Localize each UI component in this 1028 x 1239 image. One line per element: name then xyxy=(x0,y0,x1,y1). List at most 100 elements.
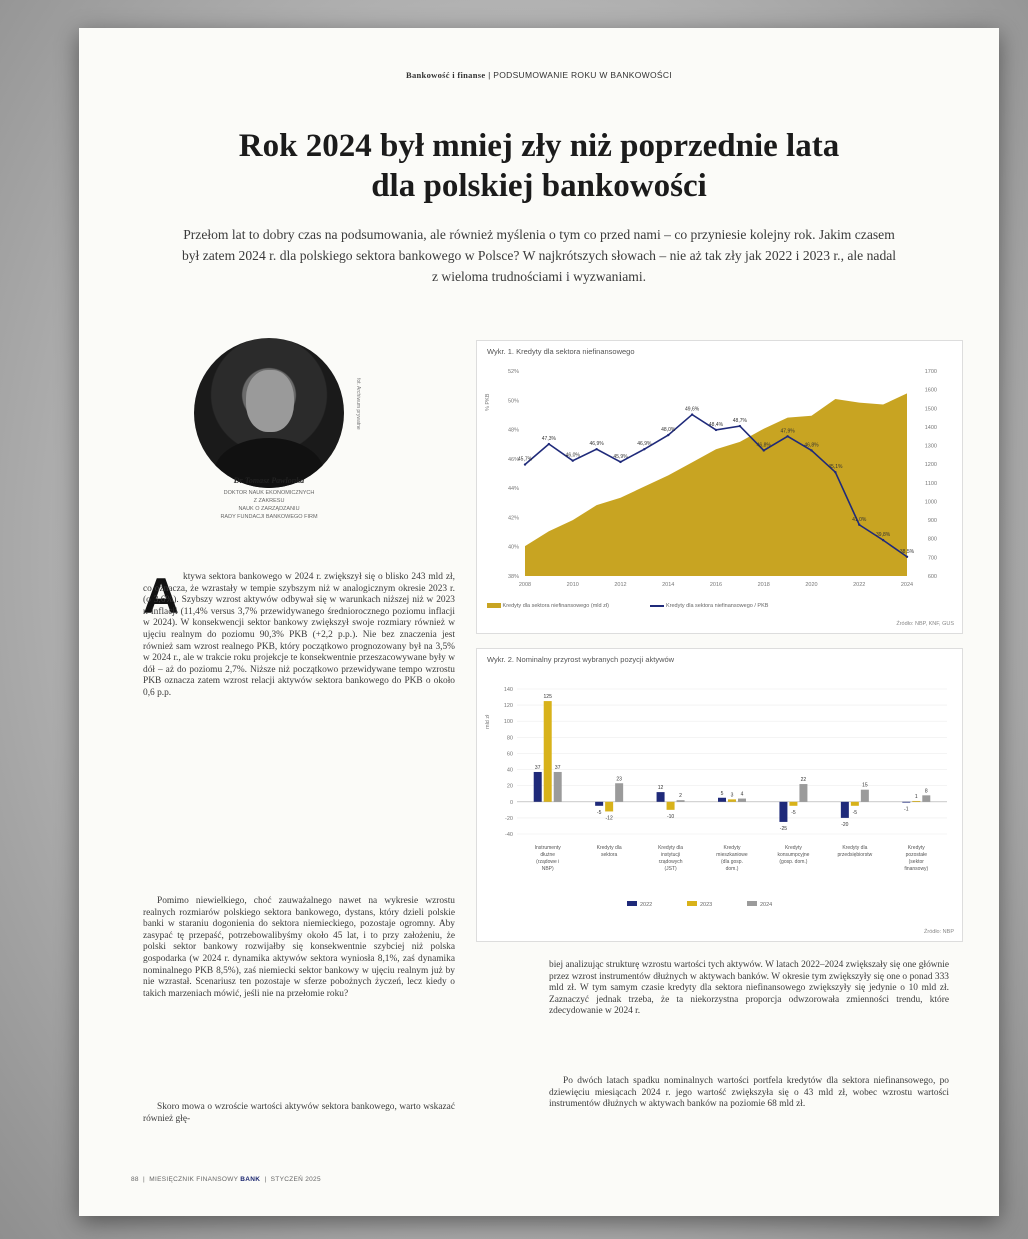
chart-2-bar xyxy=(799,784,808,802)
chart-1-line-point xyxy=(905,555,909,558)
chart-2-data-label: 12 xyxy=(658,785,664,791)
legend-swatch-area xyxy=(487,603,501,609)
chart-2-data-label: 37 xyxy=(535,765,541,771)
chart-2-bar xyxy=(676,800,685,802)
chart-2-bar xyxy=(860,789,869,802)
chart-1-line-point xyxy=(547,442,551,446)
photo-credit: fot. Archiwum prywatne xyxy=(355,378,361,430)
chart-1-box: Wykr. 1. Kredyty dla sektora niefinansow… xyxy=(476,340,963,634)
magazine-name-prefix: MIESIĘCZNIK FINANSOWY xyxy=(149,1176,239,1183)
chart-1-line-point xyxy=(714,428,718,432)
chart-1-right-tick: 1500 xyxy=(925,406,937,412)
chart-2-category-label: Kredyty mieszkaniowe (dla gosp. dom.) xyxy=(716,845,748,872)
issue-date: STYCZEŃ 2025 xyxy=(270,1176,321,1183)
chart-2-data-label: -20 xyxy=(841,822,848,828)
chart-1-right-tick: 800 xyxy=(928,537,937,543)
chart-1-x-tick: 2024 xyxy=(901,582,913,588)
chart-2-data-label: -12 xyxy=(606,815,613,821)
chart-1-line-point xyxy=(619,460,622,464)
chart-1-line-point xyxy=(571,459,574,462)
chart-2-data-label: -5 xyxy=(853,810,858,816)
chart-2-data-label: 4 xyxy=(741,792,744,798)
chart-2-data-label: -25 xyxy=(780,826,787,832)
author-body xyxy=(214,438,324,488)
chart-1-right-tick: 1100 xyxy=(925,481,937,487)
chart-2-box: Wykr. 2. Nominalny przyrost wybranych po… xyxy=(476,648,963,942)
chart-1-left-tick: 42% xyxy=(508,515,519,521)
chart-1-left-axis-label: % PKB xyxy=(485,393,491,411)
chart-2-data-label: 5 xyxy=(721,791,724,797)
chart-2-legend-swatch xyxy=(627,901,637,906)
chart-1-left-tick: 38% xyxy=(508,574,519,580)
chart-2-data-label: 22 xyxy=(801,777,807,783)
chart-2-y-tick: 0 xyxy=(510,800,513,806)
chart-1-title: Wykr. 1. Kredyty dla sektora niefinansow… xyxy=(487,347,635,356)
chart-2-category-label-line: NBP) xyxy=(542,866,554,872)
chart-2-bar xyxy=(666,801,675,810)
chart-2-bar xyxy=(595,801,604,806)
chart-1-right-tick: 1300 xyxy=(925,444,937,450)
author-face xyxy=(246,370,294,432)
chart-1-line-point xyxy=(881,538,885,542)
chart-1-x-tick: 2008 xyxy=(519,582,531,588)
chart-2-category-label-line: (gosp. dom.) xyxy=(779,859,807,865)
author-photo xyxy=(194,338,344,488)
chart-1-data-label: 38,5% xyxy=(900,549,915,555)
chart-2-data-label: -5 xyxy=(791,810,796,816)
page-footer: 88 | MIESIĘCZNIK FINANSOWY BANK | STYCZE… xyxy=(131,1176,321,1183)
chart-2-legend-label: 2023 xyxy=(700,902,712,908)
chart-2-category-label-line: przedsiębiorstw xyxy=(837,852,872,858)
chart-1-data-label: 39,8% xyxy=(876,532,891,538)
chart-1-left-tick: 44% xyxy=(508,486,519,492)
chart-2-y-tick: 20 xyxy=(507,784,513,790)
chart-2-bar xyxy=(850,801,859,806)
chart-1-x-tick: 2016 xyxy=(710,582,722,588)
chart-1-right-tick: 1600 xyxy=(925,388,937,394)
chart-1-data-label: 48,0% xyxy=(661,427,676,433)
section-topic: PODSUMOWANIE ROKU W BANKOWOŚCI xyxy=(493,70,672,80)
title-line-2: dla polskiej bankowości xyxy=(371,168,707,204)
chart-2-bar xyxy=(718,797,726,802)
chart-2-category-label-line: pozostałe xyxy=(906,852,928,858)
chart-2-category-label-line: dom.) xyxy=(726,866,739,872)
chart-1-right-tick: 1200 xyxy=(925,462,937,468)
chart-2-bar xyxy=(656,792,665,802)
chart-1-line-point xyxy=(523,463,527,466)
chart-2-category-label-line: rządowych xyxy=(659,859,683,865)
chart-2-category-label-line: mieszkaniowe xyxy=(716,852,748,858)
column-2-paragraph-1: biej analizując strukturę wzrostu wartoś… xyxy=(549,960,949,1017)
chart-2-category-label: Kredyty dla sektora xyxy=(597,845,622,858)
chart-1-line-point xyxy=(762,449,765,452)
column-1-paragraph-2: Pomimo niewielkiego, choć zauważalnego n… xyxy=(143,896,455,999)
chart-2-data-label: 3 xyxy=(731,792,734,798)
title-line-1: Rok 2024 był mniej zły niż poprzednie la… xyxy=(238,128,840,164)
chart-1-data-label: 47,9% xyxy=(781,428,796,434)
chart-1-left-tick: 52% xyxy=(508,369,519,375)
chart-1-line-point xyxy=(738,424,742,428)
chart-1-data-label: 46,9% xyxy=(637,441,652,447)
chart-1-source: Źródło: NBP, KNF, GUS xyxy=(896,621,954,627)
chart-1-right-tick: 1400 xyxy=(925,425,937,431)
chart-1-right-tick: 600 xyxy=(928,574,937,580)
legend-line-label: Kredyty dla sektora niefinansowego / PKB xyxy=(665,603,769,609)
page-number: 88 xyxy=(131,1176,139,1183)
chart-1-x-tick: 2010 xyxy=(567,582,579,588)
chart-2-category-label-line: (sektor xyxy=(909,859,925,865)
chart-2-y-tick: 40 xyxy=(507,768,513,774)
chart-2-category-label-line: instytucji xyxy=(661,852,680,858)
chart-1-line-point xyxy=(786,435,789,438)
chart-2-category-label-line: Kredyty dla xyxy=(658,845,683,851)
chart-2-category-label-line: Instrumenty xyxy=(535,845,562,851)
chart-2-data-label: -10 xyxy=(667,814,674,820)
chart-1-x-tick: 2014 xyxy=(662,582,674,588)
chart-2-category-label-line: finansowy) xyxy=(904,866,928,872)
author-role-line: NAUK O ZARZĄDZANIU xyxy=(238,506,300,512)
chart-2-category-label: Kredyty konsumpcyjne (gosp. dom.) xyxy=(777,845,809,865)
chart-2-y-tick: -40 xyxy=(505,832,513,838)
chart-1-x-tick: 2022 xyxy=(853,582,865,588)
chart-1-left-tick: 46% xyxy=(508,457,519,463)
chart-2-legend-swatch xyxy=(687,901,697,906)
chart-2-bar xyxy=(738,798,746,802)
legend-swatch-line xyxy=(650,604,665,607)
